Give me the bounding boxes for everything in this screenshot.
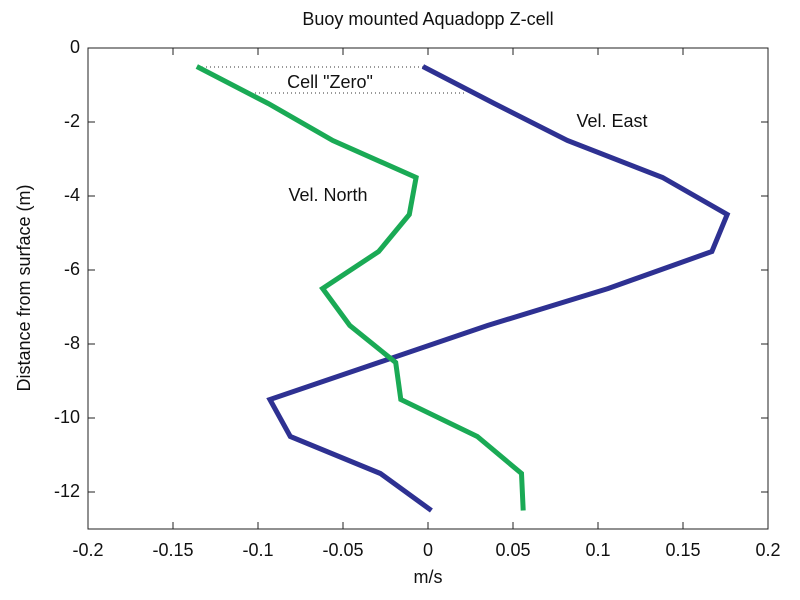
annotation: Vel. North xyxy=(288,185,367,205)
series-line xyxy=(195,64,526,511)
x-tick-label: 0 xyxy=(423,540,433,560)
x-tick-label: 0.1 xyxy=(585,540,610,560)
chart-title: Buoy mounted Aquadopp Z-cell xyxy=(302,9,553,29)
x-tick-label: 0.05 xyxy=(495,540,530,560)
y-tick-label: -6 xyxy=(64,259,80,279)
x-tick-label: 0.2 xyxy=(755,540,780,560)
x-tick-label: 0.15 xyxy=(665,540,700,560)
y-axis-label: Distance from surface (m) xyxy=(14,184,34,391)
y-tick-label: 0 xyxy=(70,37,80,57)
y-tick-label: -4 xyxy=(64,185,80,205)
y-tick-label: -10 xyxy=(54,407,80,427)
annotation: Cell "Zero" xyxy=(287,72,373,92)
x-tick-label: -0.2 xyxy=(72,540,103,560)
x-tick-label: -0.15 xyxy=(152,540,193,560)
x-axis-label: m/s xyxy=(414,567,443,587)
x-tick-label: -0.05 xyxy=(322,540,363,560)
annotation: Vel. East xyxy=(576,111,647,131)
y-tick-label: -2 xyxy=(64,111,80,131)
x-tick-label: -0.1 xyxy=(242,540,273,560)
y-tick-label: -12 xyxy=(54,481,80,501)
series-line xyxy=(266,64,731,513)
y-tick-label: -8 xyxy=(64,333,80,353)
